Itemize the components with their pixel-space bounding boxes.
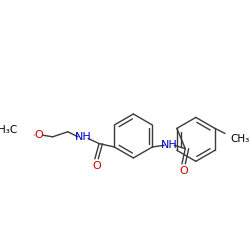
Text: H₃C: H₃C [0, 125, 17, 135]
Text: O: O [92, 162, 101, 172]
Text: CH₃: CH₃ [230, 134, 249, 143]
Text: O: O [34, 130, 43, 140]
Text: NH: NH [161, 140, 178, 150]
Text: O: O [179, 166, 188, 176]
Text: NH: NH [75, 132, 92, 142]
